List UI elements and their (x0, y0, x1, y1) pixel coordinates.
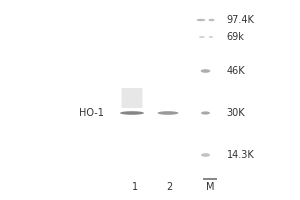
Ellipse shape (120, 111, 144, 115)
Text: 2: 2 (167, 182, 172, 192)
Bar (203, 178, 217, 180)
FancyBboxPatch shape (122, 88, 142, 108)
Text: 30K: 30K (226, 108, 245, 118)
Text: M: M (206, 182, 214, 192)
Ellipse shape (209, 36, 213, 38)
Text: 14.3K: 14.3K (226, 150, 254, 160)
Ellipse shape (196, 19, 206, 21)
Text: 69k: 69k (226, 32, 244, 42)
Ellipse shape (201, 69, 210, 73)
Text: 1: 1 (132, 182, 138, 192)
Text: HO-1: HO-1 (79, 108, 104, 118)
Ellipse shape (208, 19, 214, 21)
Text: 46K: 46K (226, 66, 245, 76)
Ellipse shape (158, 111, 178, 115)
Text: 97.4K: 97.4K (226, 15, 254, 25)
Ellipse shape (201, 111, 210, 115)
Ellipse shape (199, 36, 205, 38)
Ellipse shape (201, 153, 210, 157)
